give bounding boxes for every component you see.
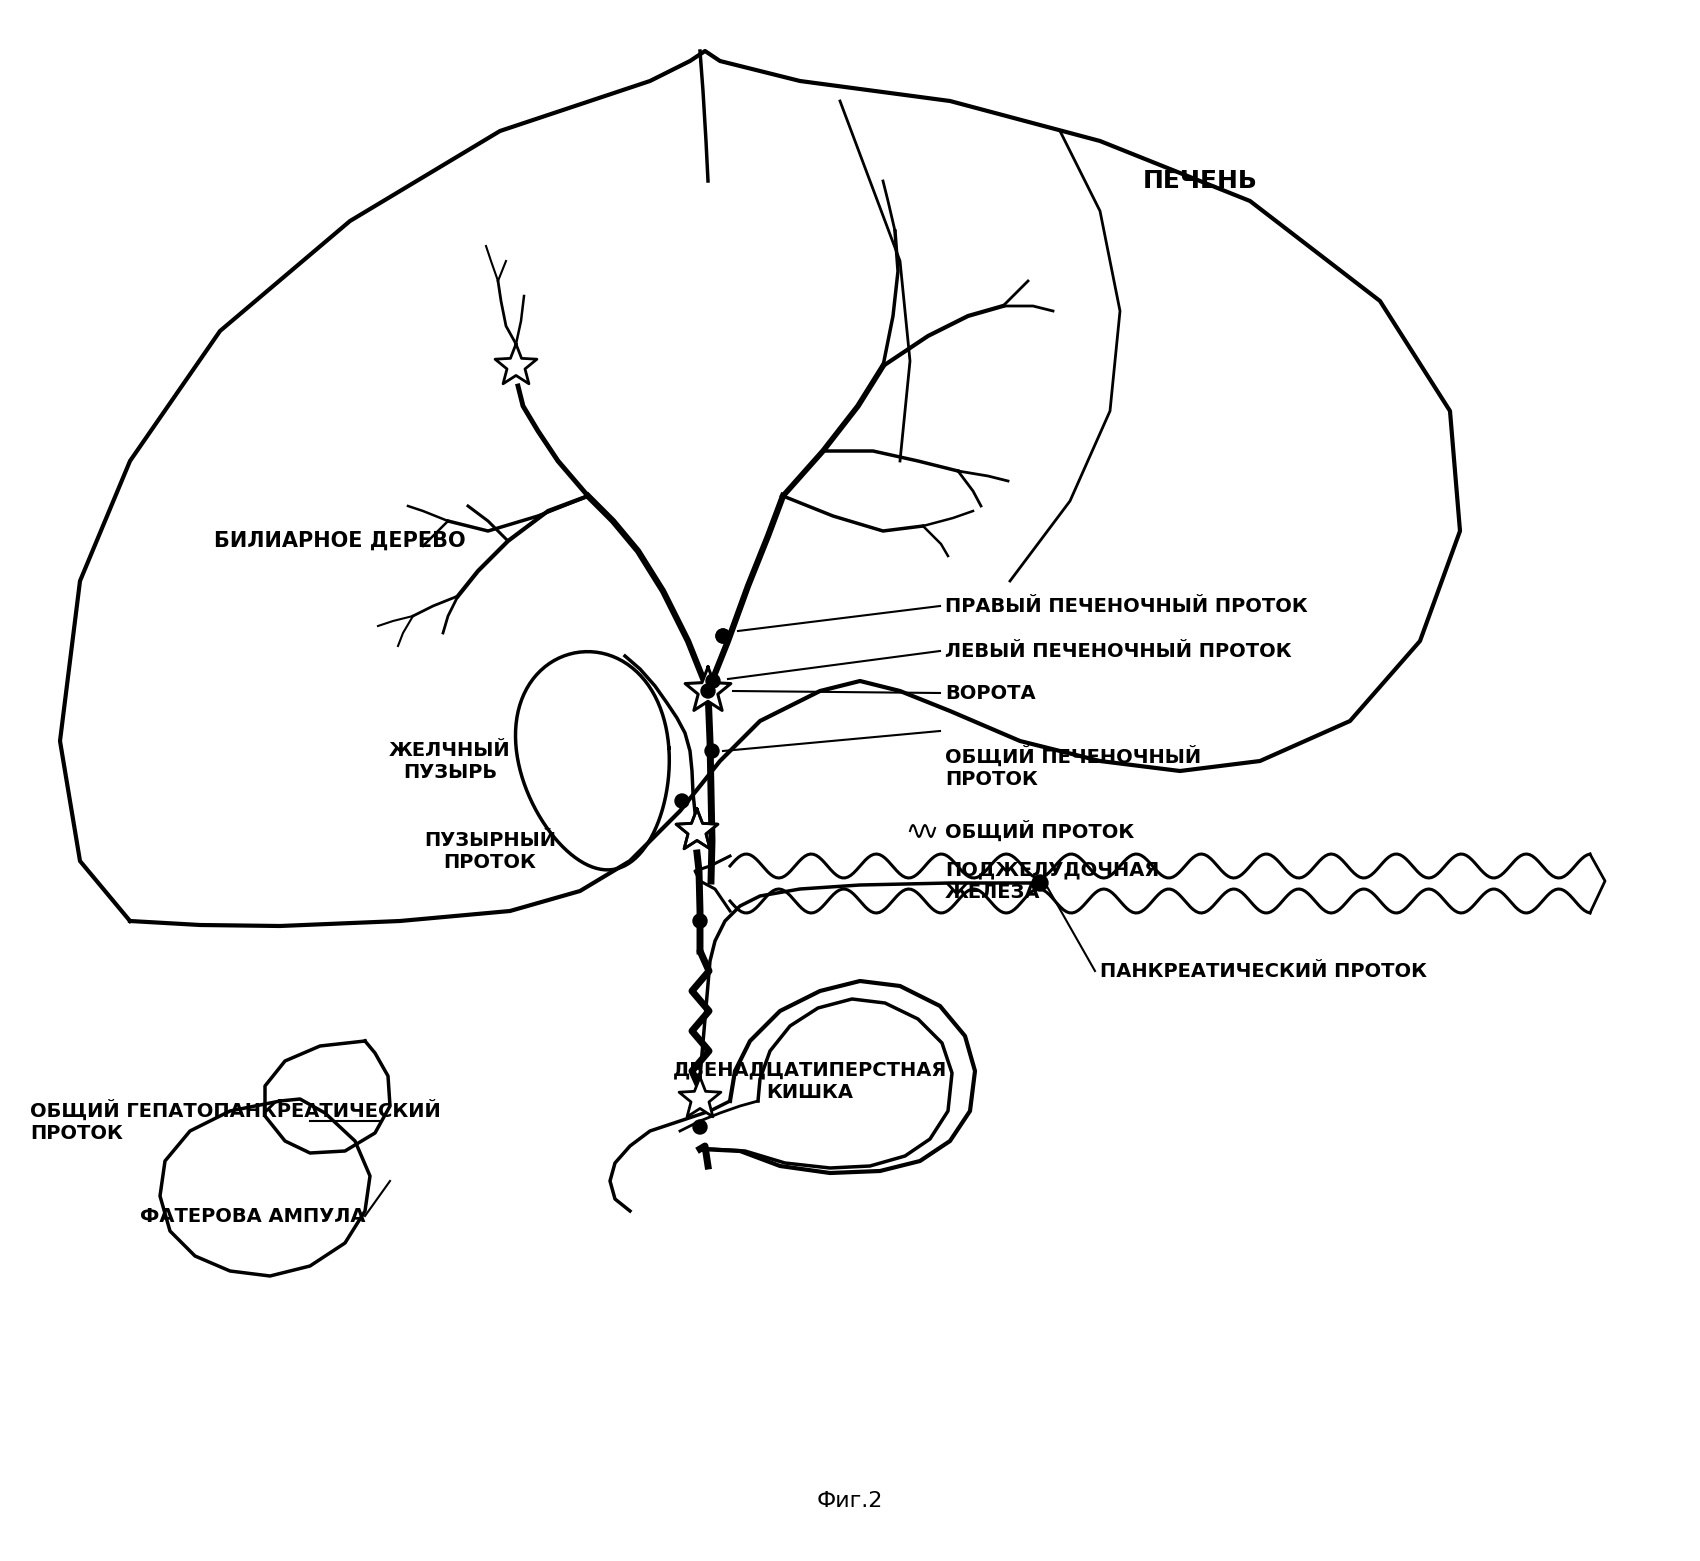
Text: ПЕЧЕНЬ: ПЕЧЕНЬ	[1142, 169, 1258, 194]
Text: ПАНКРЕАТИЧЕСКИЙ ПРОТОК: ПАНКРЕАТИЧЕСКИЙ ПРОТОК	[1100, 962, 1426, 980]
Circle shape	[706, 674, 721, 688]
Text: ОБЩИЙ ПРОТОК: ОБЩИЙ ПРОТОК	[945, 821, 1134, 841]
Polygon shape	[678, 1077, 721, 1116]
Text: ПРАВЫЙ ПЕЧЕНОЧНЫЙ ПРОТОК: ПРАВЫЙ ПЕЧЕНОЧНЫЙ ПРОТОК	[945, 596, 1307, 615]
Text: ПОДЖЕЛУДОЧНАЯ
ЖЕЛЕЗА: ПОДЖЕЛУДОЧНАЯ ЖЕЛЕЗА	[945, 860, 1159, 902]
Circle shape	[716, 629, 729, 643]
Text: ОБЩИЙ ГЕПАТОПАНКРЕАТИЧЕСКИЙ
ПРОТОК: ОБЩИЙ ГЕПАТОПАНКРЕАТИЧЕСКИЙ ПРОТОК	[31, 1099, 440, 1143]
Text: БИЛИАРНОЕ ДЕРЕВО: БИЛИАРНОЕ ДЕРЕВО	[214, 531, 466, 551]
Circle shape	[694, 1119, 707, 1133]
Polygon shape	[495, 343, 537, 384]
Circle shape	[694, 915, 707, 927]
Circle shape	[706, 745, 719, 759]
Polygon shape	[677, 809, 717, 849]
Circle shape	[675, 795, 688, 809]
Circle shape	[700, 684, 716, 698]
Text: ЖЕЛЧНЫЙ
ПУЗЫРЬ: ЖЕЛЧНЫЙ ПУЗЫРЬ	[389, 740, 510, 782]
Text: ОБЩИЙ ПЕЧЕНОЧНЫЙ
ПРОТОК: ОБЩИЙ ПЕЧЕНОЧНЫЙ ПРОТОК	[945, 746, 1202, 790]
Text: ЛЕВЫЙ ПЕЧЕНОЧНЫЙ ПРОТОК: ЛЕВЫЙ ПЕЧЕНОЧНЫЙ ПРОТОК	[945, 642, 1292, 660]
Polygon shape	[677, 809, 717, 849]
Text: ДВЕНАДЦАТИПЕРСТНАЯ
КИШКА: ДВЕНАДЦАТИПЕРСТНАЯ КИШКА	[673, 1060, 947, 1102]
Text: ФАТЕРОВА АМПУЛА: ФАТЕРОВА АМПУЛА	[139, 1207, 366, 1225]
Circle shape	[1032, 876, 1047, 891]
Polygon shape	[685, 667, 731, 710]
Circle shape	[716, 629, 729, 643]
Text: Фиг.2: Фиг.2	[816, 1491, 884, 1511]
Text: ВОРОТА: ВОРОТА	[945, 684, 1035, 702]
Text: ПУЗЫРНЫЙ
ПРОТОК: ПУЗЫРНЫЙ ПРОТОК	[423, 830, 556, 871]
